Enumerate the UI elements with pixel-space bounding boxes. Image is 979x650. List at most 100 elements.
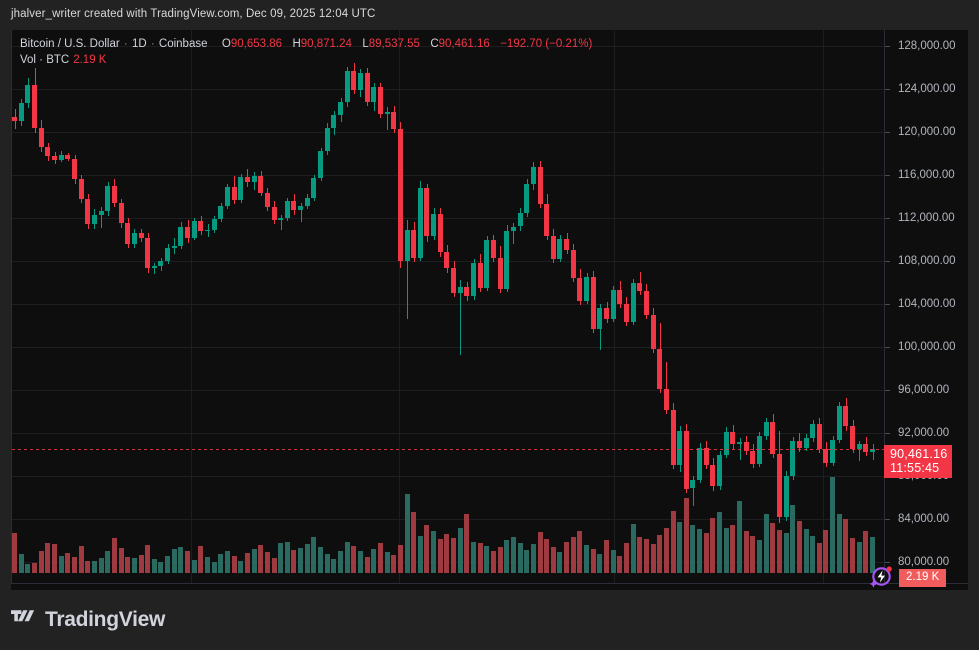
candle-body: [764, 421, 769, 436]
volume-bar: [225, 551, 230, 573]
candle-body: [391, 111, 396, 129]
volume-bar: [218, 554, 223, 573]
gridline-vertical: [191, 30, 192, 583]
candle-body: [72, 158, 77, 180]
candle-body: [232, 186, 237, 200]
candle-body: [863, 444, 868, 452]
candle-body: [272, 207, 277, 221]
volume-bar: [12, 532, 17, 573]
candle-body: [431, 213, 436, 237]
candle-body: [265, 193, 270, 208]
volume-bar: [823, 529, 828, 573]
candle-body: [604, 308, 609, 319]
volume-bar: [291, 550, 296, 573]
gridline-horizontal: [12, 433, 884, 434]
time-axis[interactable]: SepOctNovDec: [11, 583, 968, 590]
candle-body: [278, 217, 283, 221]
candle-body: [810, 424, 815, 439]
volume-bar: [391, 554, 396, 573]
volume-bar: [637, 536, 642, 573]
candle-body: [870, 449, 875, 452]
candle-body: [345, 70, 350, 102]
volume-bar: [571, 536, 576, 573]
current-price-value: 90,461.16: [890, 447, 948, 461]
candle-body: [770, 421, 775, 455]
candle-body: [318, 151, 323, 179]
pane-left-border: [11, 30, 12, 583]
candle-body: [378, 86, 383, 114]
current-price-line: [12, 449, 884, 450]
candle-wick: [281, 214, 282, 230]
gridline-horizontal: [12, 89, 884, 90]
volume-bar: [59, 555, 64, 573]
volume-bar: [79, 546, 84, 573]
volume-bar: [810, 535, 815, 573]
volume-bar: [411, 512, 416, 573]
candle-body: [511, 226, 516, 231]
volume-bar: [252, 548, 257, 573]
candle-body: [531, 167, 536, 184]
volume-bar: [764, 513, 769, 573]
candle-body: [830, 440, 835, 463]
volume-bar: [152, 559, 157, 573]
candle-wick: [460, 280, 461, 356]
volume-bar: [172, 549, 177, 573]
candle-body: [65, 154, 70, 159]
candle-body: [305, 197, 310, 207]
gridline-horizontal: [12, 46, 884, 47]
candle-body: [405, 229, 410, 261]
price-axis-tick: [885, 46, 890, 47]
candle-wick: [666, 361, 667, 415]
candle-body: [737, 442, 742, 445]
candle-body: [152, 266, 157, 269]
candle-body: [538, 167, 543, 204]
price-axis-label: 108,000.00: [898, 255, 956, 267]
volume-bar: [843, 519, 848, 573]
volume-bar: [371, 548, 376, 573]
volume-bar: [345, 541, 350, 573]
volume-bar: [690, 525, 695, 573]
volume-bar: [744, 531, 749, 573]
volume-bar: [624, 543, 629, 573]
candle-body: [524, 183, 529, 213]
volume-bar: [438, 539, 443, 573]
volume-bar: [92, 560, 97, 573]
volume-bar: [478, 542, 483, 573]
candle-body: [158, 260, 163, 267]
volume-bar: [205, 556, 210, 573]
volume-bar: [710, 518, 715, 573]
volume-bar: [192, 559, 197, 573]
volume-bar: [551, 547, 556, 573]
candle-body: [451, 268, 456, 294]
candle-body: [657, 348, 662, 389]
candle-body: [724, 431, 729, 456]
candle-wick: [693, 475, 694, 506]
candle-body: [32, 84, 37, 128]
volume-value-tag: 2.19 K: [899, 569, 947, 587]
spark-lightning-icon[interactable]: [868, 564, 894, 590]
volume-bar: [631, 524, 636, 573]
candle-body: [245, 177, 250, 183]
candle-body: [185, 226, 190, 239]
candle-body: [631, 283, 636, 323]
volume-bar: [531, 544, 536, 573]
candle-body: [365, 72, 370, 102]
candle-body: [843, 405, 848, 427]
chart-frame[interactable]: 128,000.00 124,000.00 120,000.00 116,000.00…: [11, 30, 968, 590]
volume-bar: [704, 533, 709, 573]
volume-bar: [245, 552, 250, 573]
volume-bar: [325, 554, 330, 573]
price-axis[interactable]: 128,000.00 124,000.00 120,000.00 116,000.00…: [884, 30, 968, 583]
volume-bar: [32, 563, 37, 573]
volume-bar: [418, 535, 423, 573]
candle-body: [285, 200, 290, 218]
candle-body: [238, 177, 243, 200]
candle-body: [99, 211, 104, 215]
candle-body: [664, 388, 669, 411]
volume-bar: [99, 558, 104, 573]
volume-bar: [238, 561, 243, 573]
price-plot-area[interactable]: [12, 30, 884, 583]
candle-body: [258, 176, 263, 194]
candle-body: [112, 185, 117, 203]
